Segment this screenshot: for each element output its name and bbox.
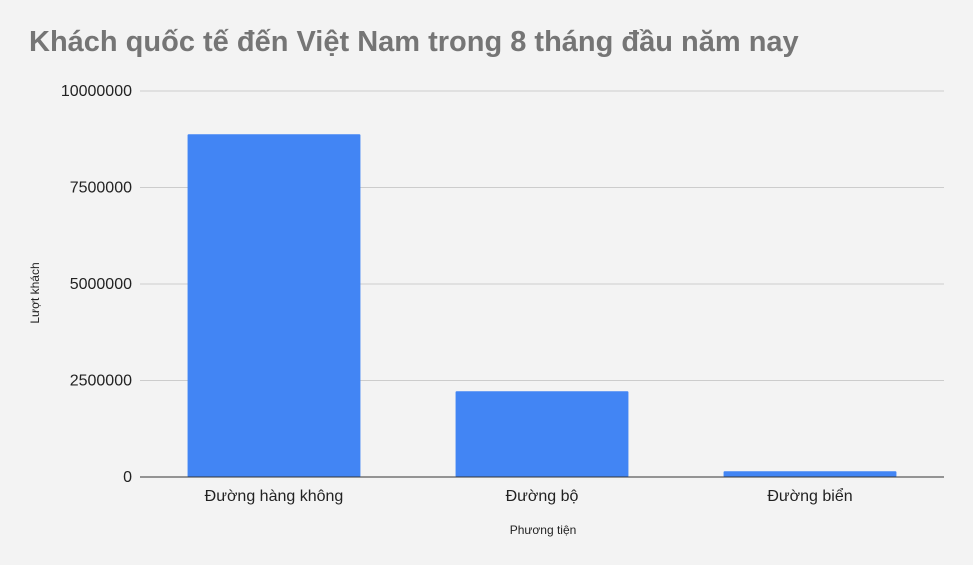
y-tick-label: 0: [123, 469, 132, 486]
x-tick-label: Đường hàng không: [205, 488, 344, 505]
bars: [187, 134, 897, 477]
bar: [723, 471, 897, 477]
y-tick-label: 10000000: [61, 83, 132, 100]
x-tick-label: Đường bộ: [506, 488, 579, 505]
y-tick-label: 7500000: [70, 180, 132, 197]
y-axis-title: Lượt khách: [28, 262, 42, 323]
y-tick-label: 5000000: [70, 276, 132, 293]
bar: [455, 391, 629, 477]
x-axis-title: Phương tiện: [510, 523, 577, 537]
y-tick-label: 2500000: [70, 373, 132, 390]
bar: [187, 134, 361, 477]
chart-title: Khách quốc tế đến Việt Nam trong 8 tháng…: [29, 26, 799, 58]
x-tick-label: Đường biển: [767, 487, 852, 505]
tick-labels: 0 2500000 5000000 7500000 10000000 Đường hàng…: [61, 83, 853, 505]
